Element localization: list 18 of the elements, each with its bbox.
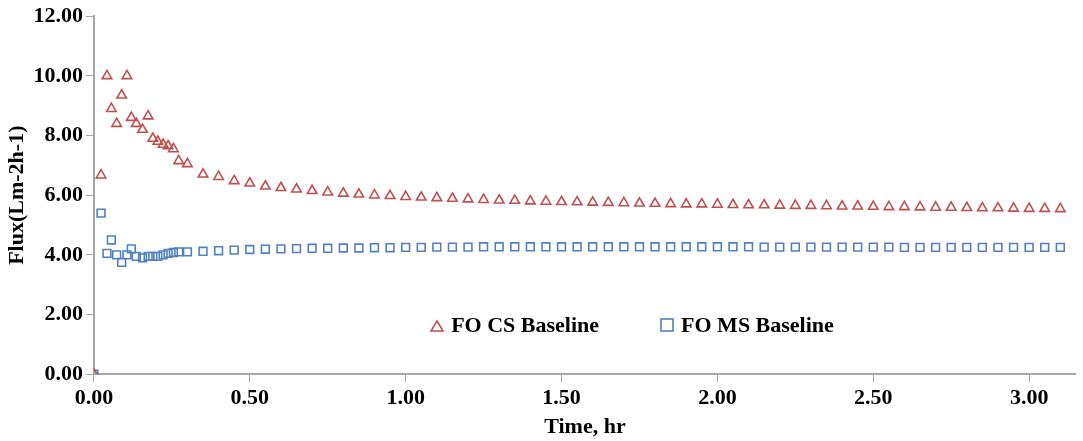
x-tick-label: 1.50 [542, 384, 581, 410]
x-tick-label: 3.00 [1009, 384, 1049, 410]
x-tick-label: 2.00 [698, 384, 737, 410]
legend-label: FO CS Baseline [451, 312, 600, 338]
x-tick-label: 0.00 [74, 384, 114, 410]
y-tick-label: 4.00 [44, 240, 83, 266]
y-axis-title: Flux(Lm-2h-1) [2, 125, 28, 265]
x-tick-label: 0.50 [230, 384, 270, 410]
y-tick-label: 12.00 [33, 1, 83, 27]
x-tick-label: 1.00 [386, 384, 425, 410]
legend-label: FO MS Baseline [681, 312, 834, 338]
x-tick-label: 2.50 [854, 384, 893, 410]
y-tick-label: 8.00 [44, 121, 83, 147]
y-tick-label: 10.00 [33, 61, 83, 87]
x-axis-title: Time, hr [544, 413, 626, 439]
y-tick-label: 0.00 [44, 359, 83, 385]
y-tick-label: 2.00 [44, 300, 83, 326]
y-tick-label: 6.00 [44, 180, 83, 206]
